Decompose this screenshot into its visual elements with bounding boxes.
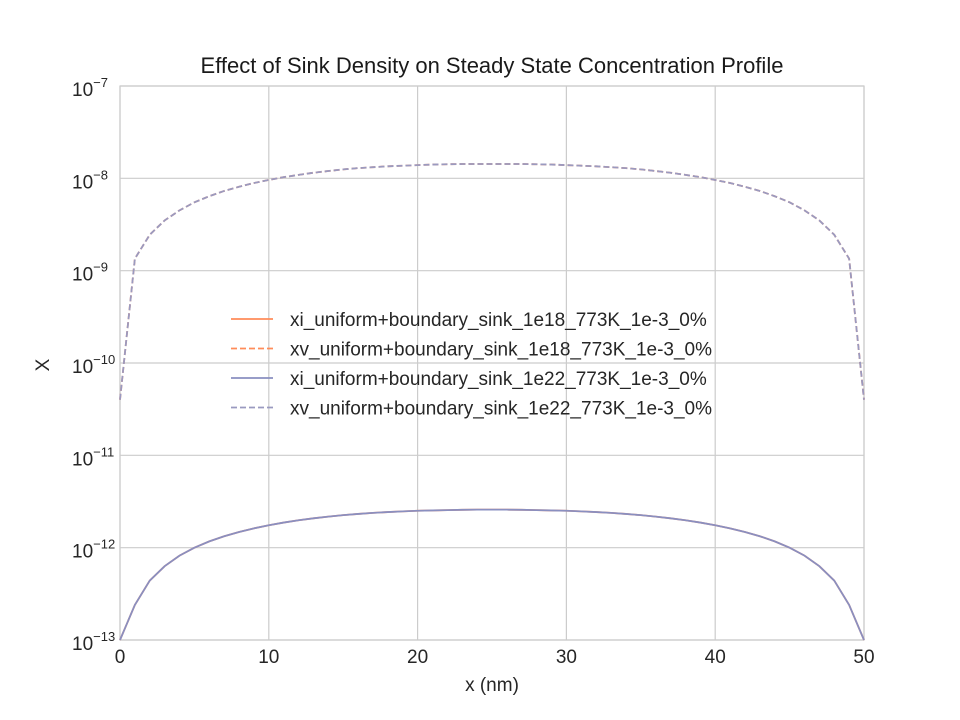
chart-title: Effect of Sink Density on Steady State C… — [201, 53, 784, 78]
legend-label: xi_uniform+boundary_sink_1e18_773K_1e-3_… — [290, 310, 707, 331]
x-tick-label: 50 — [853, 647, 874, 668]
x-tick-label: 30 — [556, 647, 577, 668]
plot-frame — [119, 85, 865, 641]
grid — [119, 85, 865, 641]
y-tick-label: 10−13 — [72, 629, 115, 655]
series-group — [119, 163, 865, 641]
x-tick-label: 40 — [705, 647, 726, 668]
y-tick-label: 10−11 — [72, 444, 114, 470]
x-tick-label: 10 — [258, 647, 279, 668]
x-axis-label: x (nm) — [465, 675, 519, 696]
y-tick-label: 10−9 — [72, 260, 108, 286]
y-tick-label: 10−10 — [72, 352, 115, 378]
y-tick-labels: 10−13 10−12 10−11 10−10 10−9 10−8 10−7 — [72, 75, 115, 655]
x-tick-label: 20 — [407, 647, 428, 668]
y-axis-label: X — [33, 358, 54, 371]
legend-label: xv_uniform+boundary_sink_1e18_773K_1e-3_… — [290, 340, 712, 361]
legend-label: xi_uniform+boundary_sink_1e22_773K_1e-3_… — [290, 369, 707, 390]
y-tick-label: 10−7 — [72, 75, 108, 101]
legend: xi_uniform+boundary_sink_1e18_773K_1e-3_… — [231, 310, 712, 420]
x-tick-label: 0 — [115, 647, 126, 668]
legend-label: xv_uniform+boundary_sink_1e22_773K_1e-3_… — [290, 399, 712, 420]
x-tick-labels: 0 10 20 30 40 50 — [115, 647, 875, 668]
series-line-3 — [119, 508, 865, 641]
series-line-4 — [119, 163, 865, 400]
y-tick-label: 10−12 — [72, 537, 115, 563]
y-tick-label: 10−8 — [72, 167, 108, 193]
